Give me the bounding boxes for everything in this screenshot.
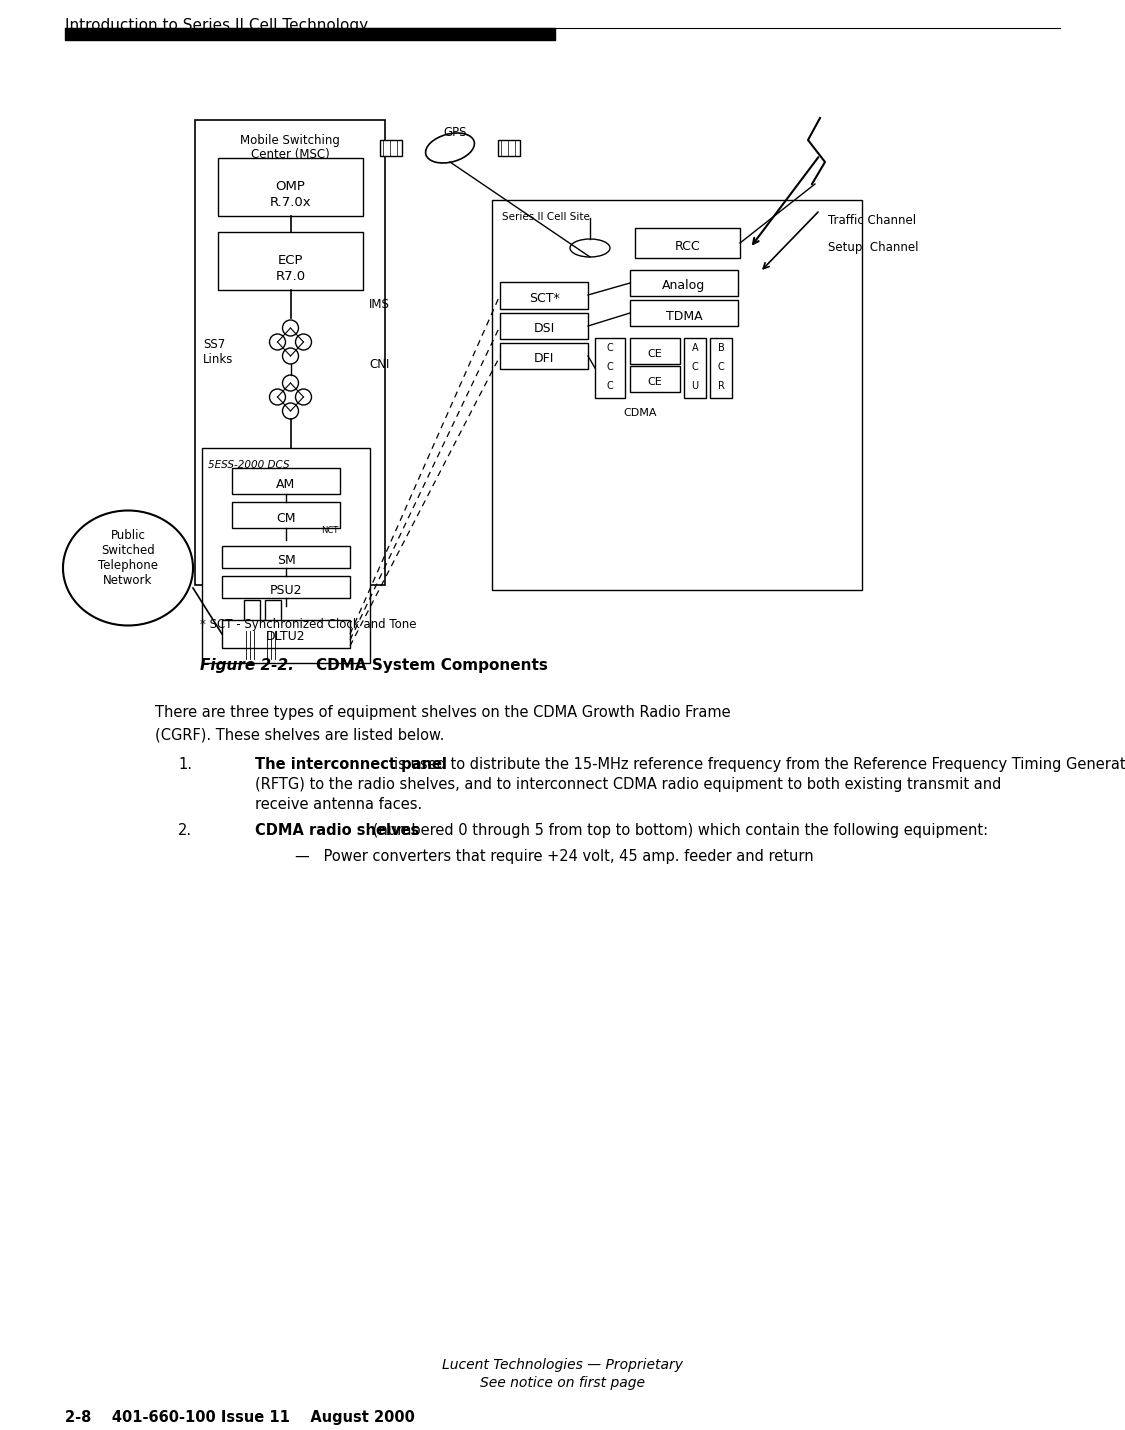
Text: CNI: CNI (369, 358, 389, 370)
Text: The interconnect panel: The interconnect panel (255, 756, 447, 772)
Text: C: C (692, 362, 699, 372)
Text: IMS: IMS (369, 297, 390, 310)
FancyBboxPatch shape (630, 300, 738, 326)
FancyBboxPatch shape (492, 200, 862, 591)
Text: Traffic Channel: Traffic Channel (828, 213, 916, 226)
Text: Series II Cell Site: Series II Cell Site (502, 212, 590, 222)
FancyBboxPatch shape (500, 282, 588, 309)
FancyBboxPatch shape (222, 621, 350, 648)
Ellipse shape (570, 239, 610, 257)
FancyBboxPatch shape (232, 468, 340, 493)
Text: Figure 2-2.: Figure 2-2. (200, 658, 294, 674)
Text: Public
Switched
Telephone
Network: Public Switched Telephone Network (98, 529, 158, 586)
Circle shape (270, 335, 286, 350)
FancyBboxPatch shape (634, 227, 740, 257)
Circle shape (282, 375, 298, 390)
Text: (RFTG) to the radio shelves, and to interconnect CDMA radio equipment to both ex: (RFTG) to the radio shelves, and to inte… (255, 776, 1001, 792)
Text: 2.: 2. (178, 824, 192, 838)
Text: CDMA System Components: CDMA System Components (295, 658, 548, 674)
Text: B: B (718, 343, 724, 353)
Text: 5ESS-2000 DCS: 5ESS-2000 DCS (208, 460, 289, 470)
Circle shape (296, 389, 312, 405)
Circle shape (296, 335, 312, 350)
FancyBboxPatch shape (500, 343, 588, 369)
Text: CE: CE (648, 349, 663, 359)
Text: 2-8    401-660-100 Issue 11    August 2000: 2-8 401-660-100 Issue 11 August 2000 (65, 1410, 415, 1426)
Text: A: A (692, 343, 699, 353)
FancyBboxPatch shape (222, 546, 350, 568)
FancyBboxPatch shape (202, 448, 370, 664)
FancyBboxPatch shape (684, 337, 706, 398)
Text: DLTU2: DLTU2 (267, 631, 306, 644)
Text: (numbered 0 through 5 from top to bottom) which contain the following equipment:: (numbered 0 through 5 from top to bottom… (368, 824, 989, 838)
Text: CE: CE (648, 378, 663, 388)
FancyBboxPatch shape (630, 337, 680, 365)
FancyBboxPatch shape (195, 120, 385, 585)
FancyBboxPatch shape (595, 337, 626, 398)
FancyBboxPatch shape (710, 337, 732, 398)
FancyBboxPatch shape (498, 140, 520, 156)
Text: AM: AM (277, 478, 296, 490)
FancyBboxPatch shape (630, 366, 680, 392)
FancyBboxPatch shape (218, 232, 363, 290)
Text: receive antenna faces.: receive antenna faces. (255, 797, 422, 812)
FancyBboxPatch shape (266, 601, 281, 631)
Text: * SCT - Synchronized Clock and Tone: * SCT - Synchronized Clock and Tone (200, 618, 416, 631)
Text: Mobile Switching: Mobile Switching (240, 134, 340, 147)
Text: R.7.0x: R.7.0x (270, 196, 312, 209)
Text: CM: CM (277, 512, 296, 525)
Text: (CGRF). These shelves are listed below.: (CGRF). These shelves are listed below. (155, 726, 444, 742)
Ellipse shape (63, 511, 194, 625)
Circle shape (282, 320, 298, 336)
Text: 1.: 1. (178, 756, 192, 772)
Text: NCT: NCT (321, 526, 338, 535)
Text: C: C (718, 362, 724, 372)
Circle shape (282, 347, 298, 365)
Text: DSI: DSI (533, 323, 555, 336)
Text: C: C (606, 362, 613, 372)
FancyBboxPatch shape (222, 576, 350, 598)
FancyBboxPatch shape (232, 502, 340, 528)
Text: Lucent Technologies — Proprietary: Lucent Technologies — Proprietary (441, 1358, 683, 1371)
Text: Introduction to Series II Cell Technology: Introduction to Series II Cell Technolog… (65, 19, 368, 33)
Text: See notice on first page: See notice on first page (479, 1376, 645, 1390)
FancyBboxPatch shape (380, 140, 402, 156)
Text: DFI: DFI (534, 353, 555, 366)
Text: TDMA: TDMA (666, 309, 702, 323)
Text: Analog: Analog (663, 279, 705, 293)
Text: GPS: GPS (443, 126, 467, 139)
Text: OMP: OMP (276, 180, 306, 193)
FancyBboxPatch shape (630, 270, 738, 296)
Text: RCC: RCC (675, 239, 700, 253)
Text: R7.0: R7.0 (276, 270, 306, 283)
Text: U: U (692, 380, 699, 390)
Text: SM: SM (277, 553, 296, 566)
Text: ECP: ECP (278, 255, 304, 267)
Circle shape (270, 389, 286, 405)
Circle shape (282, 403, 298, 419)
Text: R: R (718, 380, 724, 390)
FancyBboxPatch shape (244, 601, 260, 631)
Text: —   Power converters that require +24 volt, 45 amp. feeder and return: — Power converters that require +24 volt… (295, 849, 813, 864)
FancyBboxPatch shape (500, 313, 588, 339)
Text: SS7
Links: SS7 Links (202, 337, 233, 366)
FancyBboxPatch shape (218, 157, 363, 216)
Text: is used to distribute the 15-MHz reference frequency from the Reference Frequenc: is used to distribute the 15-MHz referen… (394, 756, 1125, 772)
Text: PSU2: PSU2 (270, 583, 303, 596)
Text: Setup  Channel: Setup Channel (828, 242, 918, 255)
Text: C: C (606, 343, 613, 353)
Text: CDMA: CDMA (623, 408, 657, 418)
Text: CDMA radio shelves: CDMA radio shelves (255, 824, 420, 838)
Text: There are three types of equipment shelves on the CDMA Growth Radio Frame: There are three types of equipment shelv… (155, 705, 730, 719)
Text: C: C (606, 380, 613, 390)
Text: SCT*: SCT* (529, 292, 559, 305)
Ellipse shape (425, 133, 475, 163)
Text: Center (MSC): Center (MSC) (251, 147, 330, 162)
